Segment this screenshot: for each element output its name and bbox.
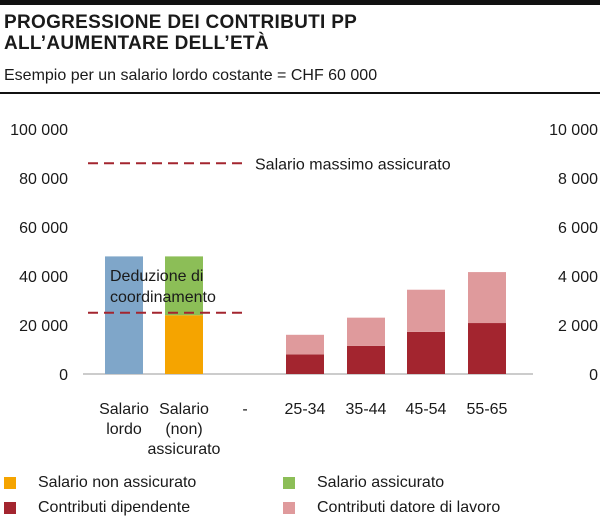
y-tick-label-left: 40 000 bbox=[19, 269, 68, 286]
y-tick-label-left: 20 000 bbox=[19, 318, 68, 335]
y-tick-label-left: 80 000 bbox=[19, 171, 68, 188]
legend-label: Contributi datore di lavoro bbox=[317, 499, 501, 516]
reference-label-coordination: Deduzione di bbox=[110, 268, 203, 285]
header-rule bbox=[0, 92, 600, 94]
y-tick-label-left: 60 000 bbox=[19, 220, 68, 237]
y-tick-label-right: 4 000 bbox=[558, 269, 598, 286]
y-tick-label-right: 2 000 bbox=[558, 318, 598, 335]
bar-segment-salario_lordo bbox=[105, 256, 143, 374]
legend-label: Contributi dipendente bbox=[38, 499, 191, 516]
reference-label-max-salary: Salario massimo assicurato bbox=[255, 156, 451, 173]
x-tick-label: assicurato bbox=[148, 441, 221, 458]
x-tick-label: (non) bbox=[165, 421, 202, 438]
x-tick-label: 45-54 bbox=[406, 401, 447, 418]
bar-segment-dipendente bbox=[347, 345, 385, 374]
bar-segment-dipendente bbox=[468, 323, 506, 374]
y-tick-label-left: 0 bbox=[59, 367, 68, 384]
x-tick-label: Salario bbox=[99, 401, 149, 418]
bar-segment-dipendente bbox=[407, 331, 445, 374]
legend-item-assicurato: Salario assicurato bbox=[283, 472, 444, 494]
bar-segment-datore bbox=[407, 289, 445, 332]
legend-swatch bbox=[4, 502, 16, 514]
legend: Salario non assicurato Salario assicurat… bbox=[0, 468, 600, 518]
legend-swatch bbox=[283, 502, 295, 514]
x-tick-label: 35-44 bbox=[346, 401, 387, 418]
bar-segment-datore bbox=[468, 272, 506, 324]
chart-title-line-2: ALL’AUMENTARE DELL’ETÀ bbox=[4, 33, 269, 54]
bar-segment-datore bbox=[347, 317, 385, 346]
x-tick-label-separator: - bbox=[242, 401, 247, 418]
legend-item-datore: Contributi datore di lavoro bbox=[283, 497, 500, 519]
chart-subtitle: Esempio per un salario lordo costante = … bbox=[4, 67, 378, 84]
y-tick-label-right: 10 000 bbox=[549, 122, 598, 139]
chart-area: 0 20 000 40 000 60 000 80 000 100 000 0 2 000 4 … bbox=[10, 122, 598, 458]
legend-swatch bbox=[4, 477, 16, 489]
chart-title: PROGRESSIONE DEI CONTRIBUTI PP ALL’AUMEN… bbox=[4, 12, 564, 54]
legend-item-dipendente: Contributi dipendente bbox=[4, 497, 190, 519]
x-tick-label: 25-34 bbox=[285, 401, 326, 418]
bar-segment-datore bbox=[286, 334, 324, 355]
top-rule bbox=[0, 0, 600, 5]
x-tick-label: 55-65 bbox=[467, 401, 508, 418]
bar-segment-non_assicurato bbox=[165, 315, 203, 374]
y-tick-label-right: 0 bbox=[589, 367, 598, 384]
reference-label-coordination: coordinamento bbox=[110, 289, 216, 306]
y-tick-label-left: 100 000 bbox=[10, 122, 68, 139]
legend-label: Salario non assicurato bbox=[38, 474, 197, 491]
legend-label: Salario assicurato bbox=[317, 474, 445, 491]
y-tick-label-right: 8 000 bbox=[558, 171, 598, 188]
legend-swatch bbox=[283, 477, 295, 489]
bar-segment-assicurato bbox=[165, 256, 203, 316]
y-tick-label-right: 6 000 bbox=[558, 220, 598, 237]
x-tick-label: Salario bbox=[159, 401, 209, 418]
x-tick-label: lordo bbox=[106, 421, 142, 438]
bar-segment-dipendente bbox=[286, 354, 324, 374]
chart-title-line-1: PROGRESSIONE DEI CONTRIBUTI PP bbox=[4, 12, 358, 33]
legend-item-non-assicurato: Salario non assicurato bbox=[4, 472, 196, 494]
